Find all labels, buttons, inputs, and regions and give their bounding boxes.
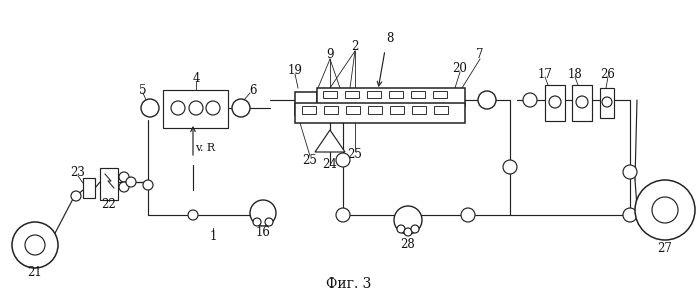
Text: Фиг. 3: Фиг. 3 <box>326 277 372 291</box>
Text: 1: 1 <box>209 230 217 244</box>
Circle shape <box>253 218 261 226</box>
Bar <box>433 91 447 98</box>
Circle shape <box>549 96 561 108</box>
Circle shape <box>126 177 136 187</box>
Circle shape <box>623 208 637 222</box>
Bar <box>83 178 95 198</box>
Circle shape <box>189 101 203 115</box>
Text: v. R: v. R <box>195 143 215 153</box>
Bar <box>324 106 338 114</box>
Text: 25: 25 <box>347 148 363 161</box>
Circle shape <box>71 191 81 201</box>
Text: 17: 17 <box>538 68 552 80</box>
Text: 19: 19 <box>287 64 303 76</box>
Circle shape <box>576 96 588 108</box>
Circle shape <box>397 225 405 233</box>
Bar <box>100 168 118 200</box>
Text: 9: 9 <box>326 49 333 62</box>
Bar <box>346 106 360 114</box>
Circle shape <box>265 218 273 226</box>
Bar <box>323 91 337 98</box>
Circle shape <box>119 172 129 182</box>
Circle shape <box>623 165 637 179</box>
Text: 24: 24 <box>322 158 338 172</box>
Circle shape <box>336 208 350 222</box>
Circle shape <box>232 99 250 117</box>
Circle shape <box>652 197 678 223</box>
Text: 4: 4 <box>192 73 200 85</box>
Text: 25: 25 <box>303 154 317 166</box>
Bar <box>412 106 426 114</box>
Circle shape <box>188 210 198 220</box>
Bar <box>345 91 359 98</box>
Text: 26: 26 <box>600 68 615 80</box>
Bar <box>572 85 592 121</box>
Circle shape <box>119 182 129 192</box>
Circle shape <box>12 222 58 268</box>
Circle shape <box>635 180 695 240</box>
Text: 5: 5 <box>139 83 147 97</box>
Text: 2: 2 <box>352 40 359 53</box>
Circle shape <box>141 99 159 117</box>
Bar <box>390 106 404 114</box>
Bar <box>295 103 465 123</box>
Circle shape <box>404 228 412 236</box>
Circle shape <box>250 200 276 226</box>
Text: 16: 16 <box>256 226 271 238</box>
Bar <box>434 106 448 114</box>
Circle shape <box>171 101 185 115</box>
Circle shape <box>206 101 220 115</box>
Bar <box>163 90 228 128</box>
Circle shape <box>602 97 612 107</box>
Text: 7: 7 <box>476 49 484 62</box>
Circle shape <box>411 225 419 233</box>
Circle shape <box>461 208 475 222</box>
Polygon shape <box>315 130 345 152</box>
Bar <box>295 92 317 115</box>
Circle shape <box>25 235 45 255</box>
Bar <box>389 91 403 98</box>
Bar <box>368 106 382 114</box>
Bar <box>302 106 316 114</box>
Text: 18: 18 <box>568 68 582 80</box>
Text: 22: 22 <box>101 197 116 211</box>
Circle shape <box>143 180 153 190</box>
Circle shape <box>503 160 517 174</box>
Text: 8: 8 <box>387 32 394 44</box>
Text: 21: 21 <box>28 266 43 280</box>
Bar <box>411 91 425 98</box>
Bar <box>545 85 565 121</box>
Text: 28: 28 <box>401 238 415 251</box>
Bar <box>317 88 465 106</box>
Circle shape <box>336 153 350 167</box>
Bar <box>367 91 381 98</box>
Circle shape <box>394 206 422 234</box>
Text: 6: 6 <box>250 83 257 97</box>
Text: 27: 27 <box>658 242 672 254</box>
Text: 23: 23 <box>71 167 85 179</box>
Circle shape <box>478 91 496 109</box>
Bar <box>600 88 614 118</box>
Circle shape <box>523 93 537 107</box>
Text: 20: 20 <box>452 61 468 74</box>
